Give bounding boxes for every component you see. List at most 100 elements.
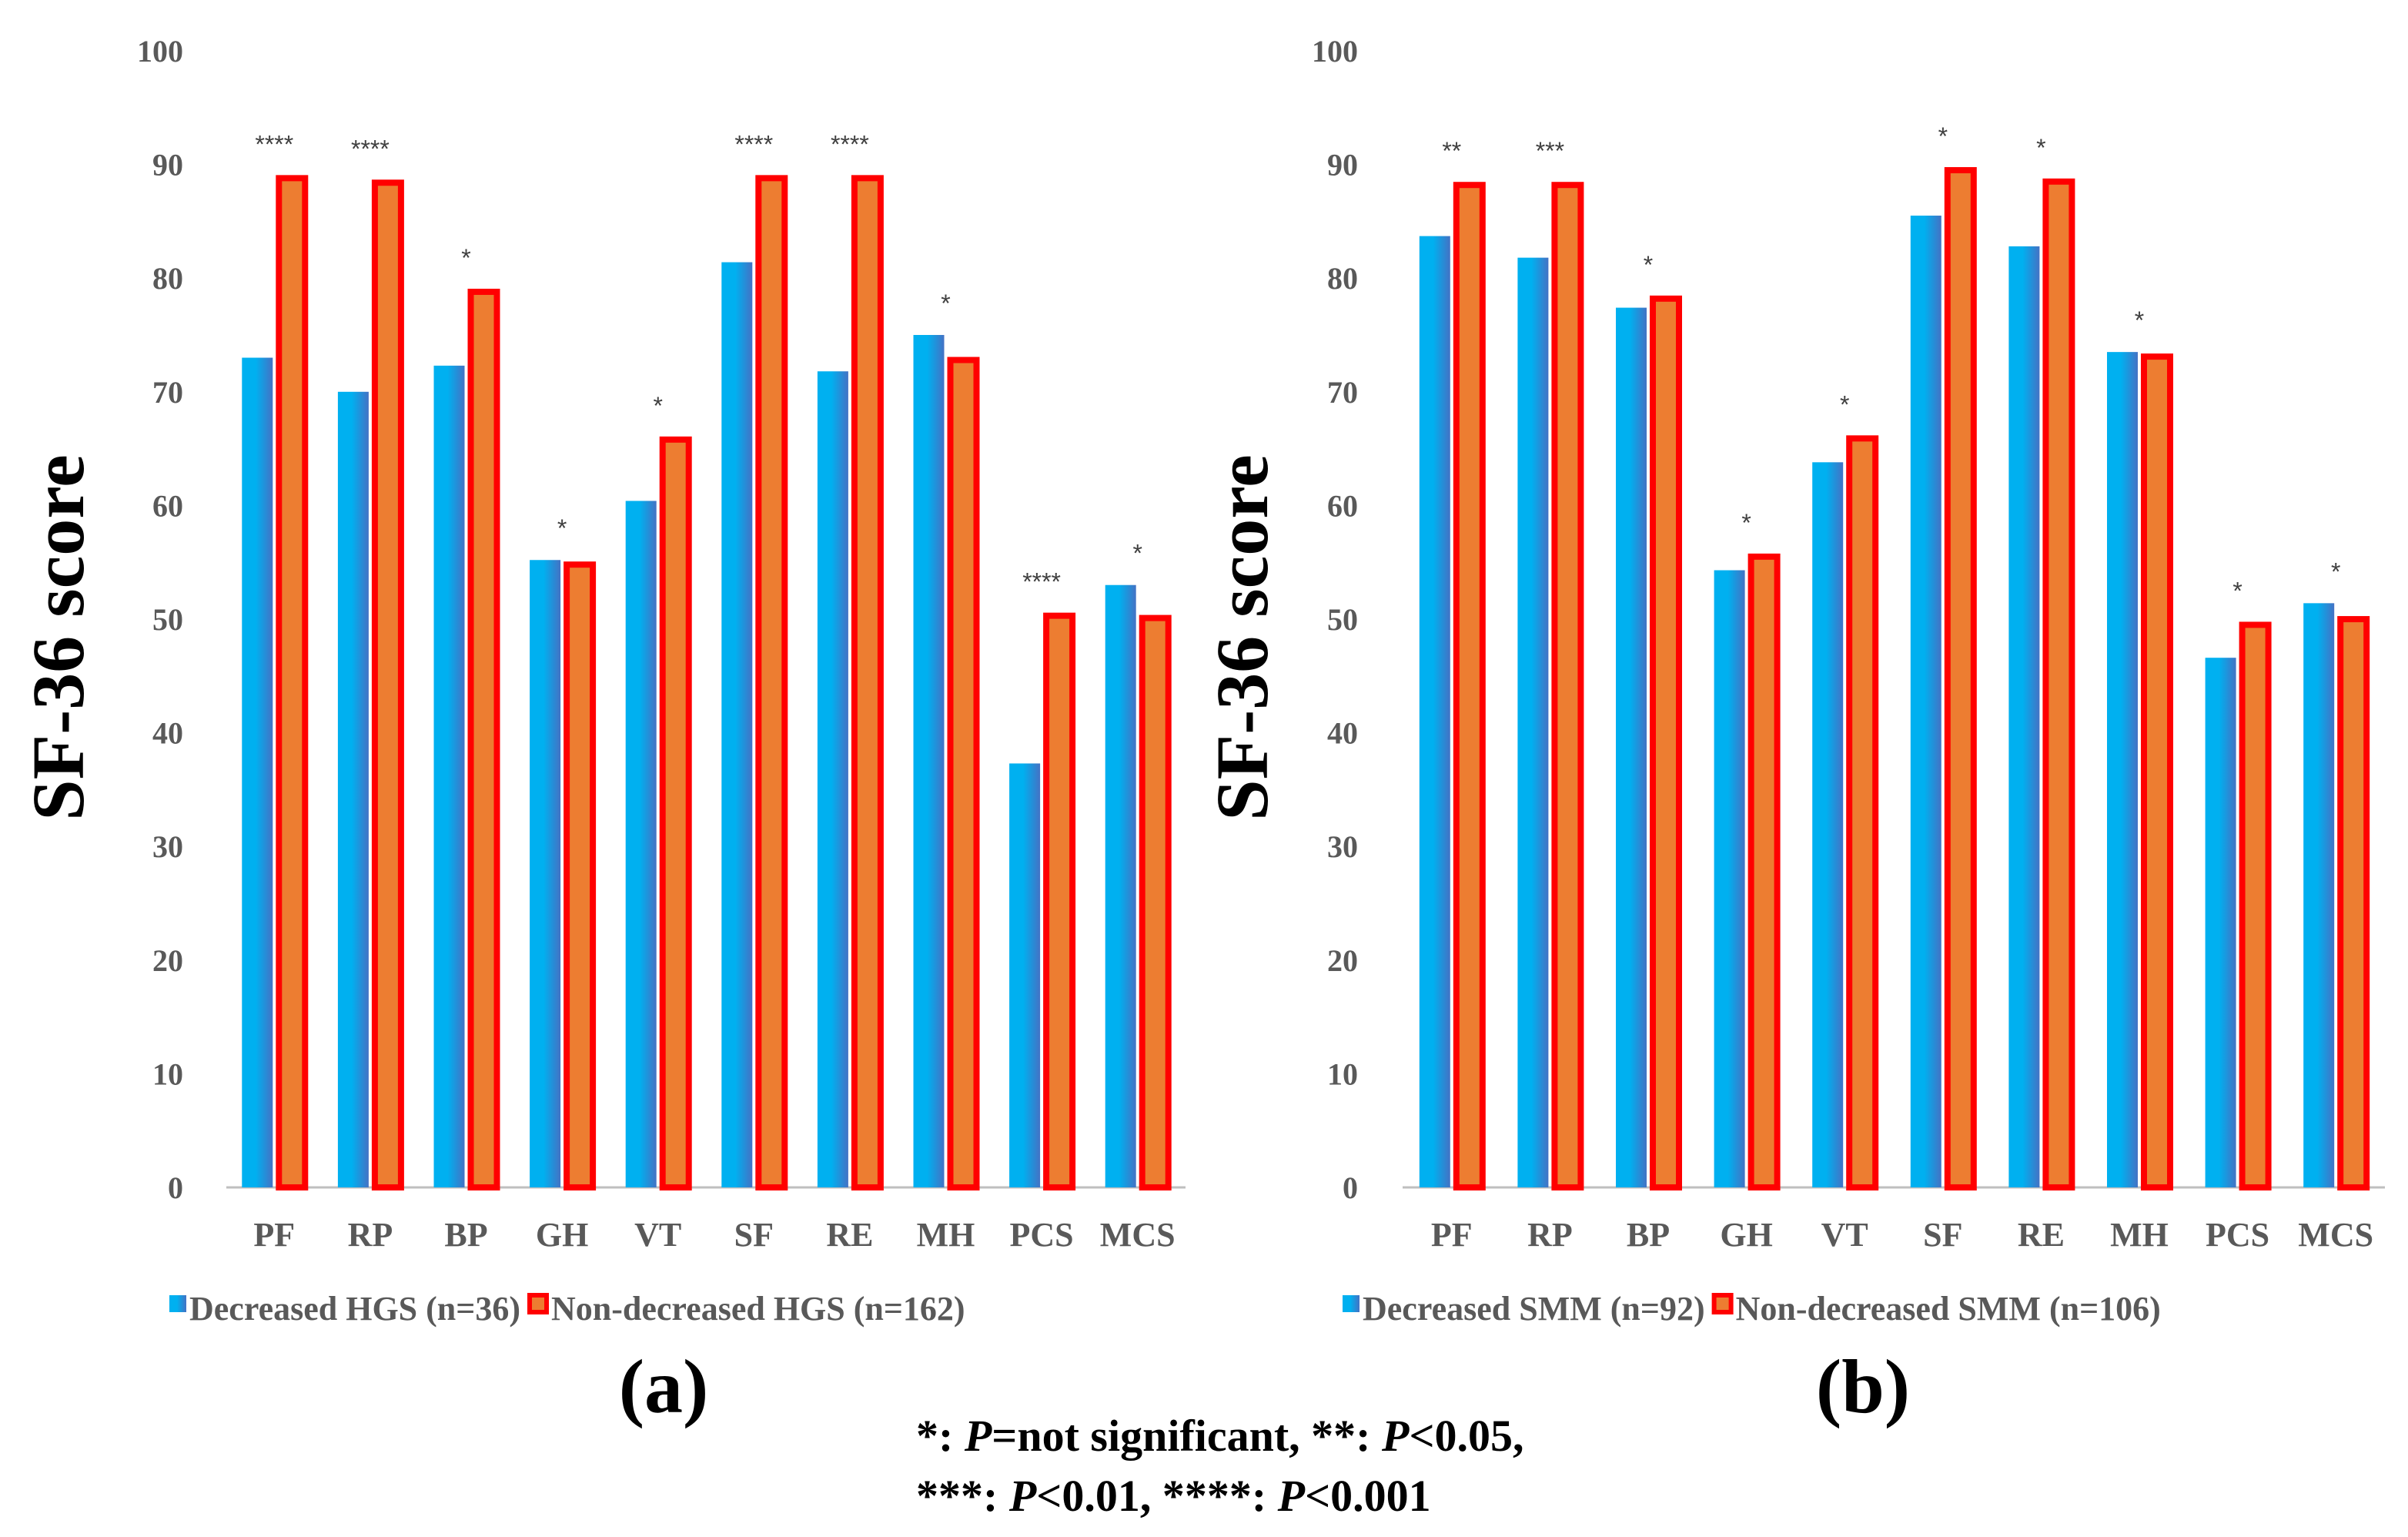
x-tick-label: PF	[253, 1216, 295, 1254]
significance-marker: *	[653, 392, 662, 420]
significance-marker: *	[557, 514, 567, 542]
significance-marker: ****	[351, 135, 390, 162]
significance-marker: *	[461, 244, 470, 272]
x-tick-label: VT	[634, 1216, 681, 1254]
y-tick-label: 90	[152, 148, 183, 182]
bar-bp-nondecreased	[471, 292, 497, 1187]
y-tick-label: 70	[1327, 375, 1358, 410]
bar-rp-nondecreased	[375, 182, 401, 1187]
x-tick-label: SF	[734, 1216, 774, 1254]
significance-marker: ****	[1022, 568, 1061, 596]
y-tick-label: 0	[1343, 1170, 1358, 1205]
y-axis-title: SF-36 score	[1201, 454, 1283, 820]
bar-pf-decreased	[242, 358, 273, 1187]
legend: Decreased SMM (n=92) Non-decreased SMM (n…	[1343, 1290, 2161, 1328]
x-tick-label: MH	[2110, 1216, 2169, 1254]
significance-marker: ***	[1536, 137, 1564, 165]
bar-pf-decreased	[1420, 236, 1450, 1187]
bar-sf-decreased	[1911, 216, 1941, 1187]
bar-mh-decreased	[2107, 352, 2138, 1187]
bar-pcs-nondecreased	[2242, 625, 2269, 1187]
significance-marker: ****	[831, 130, 869, 158]
y-tick-label: 60	[152, 488, 183, 523]
x-tick-label: GH	[536, 1216, 588, 1254]
bar-bp-decreased	[1616, 308, 1647, 1187]
y-tick-label: 100	[1312, 34, 1358, 69]
significance-marker: *	[941, 290, 950, 317]
x-tick-label: BP	[444, 1216, 487, 1254]
legend-swatch-nondecreased	[530, 1295, 547, 1312]
y-tick-label: 20	[1327, 943, 1358, 978]
bar-pf-nondecreased	[1457, 185, 1483, 1187]
y-tick-label: 10	[1327, 1056, 1358, 1091]
bar-mcs-decreased	[2303, 603, 2334, 1187]
significance-marker: **	[1442, 137, 1461, 165]
y-tick-label: 70	[152, 375, 183, 410]
bar-sf-nondecreased	[758, 178, 784, 1187]
x-tick-label: PCS	[2206, 1216, 2269, 1254]
x-tick-label: BP	[1627, 1216, 1670, 1254]
bar-re-nondecreased	[855, 178, 881, 1187]
y-tick-label: 80	[1327, 261, 1358, 296]
significance-marker: *	[1840, 390, 1849, 418]
y-tick-label: 0	[168, 1170, 183, 1205]
legend: Decreased HGS (n=36) Non-decreased HGS (n…	[169, 1290, 965, 1328]
legend-label-nondecreased: Non-decreased HGS (n=162)	[551, 1290, 965, 1328]
y-tick-label: 10	[152, 1056, 183, 1091]
y-tick-label: 30	[1327, 829, 1358, 864]
bar-gh-decreased	[530, 560, 560, 1187]
y-tick-label: 50	[1327, 602, 1358, 637]
y-axis-title: SF-36 score	[17, 454, 99, 820]
significance-marker: *	[1644, 251, 1653, 279]
bar-pcs-decreased	[1009, 763, 1040, 1187]
bar-vt-nondecreased	[1849, 438, 1875, 1187]
bar-vt-decreased	[626, 501, 657, 1187]
y-tick-label: 60	[1327, 488, 1358, 523]
bar-vt-decreased	[1812, 462, 1843, 1187]
bar-pf-nondecreased	[279, 178, 305, 1187]
x-tick-label: VT	[1821, 1216, 1868, 1254]
legend-swatch-decreased	[169, 1295, 186, 1312]
bar-mh-nondecreased	[951, 360, 977, 1187]
legend-label-decreased: Decreased HGS (n=36)	[189, 1290, 520, 1328]
bar-mcs-nondecreased	[1142, 618, 1169, 1187]
x-tick-label: MH	[917, 1216, 975, 1254]
y-tick-label: 40	[1327, 716, 1358, 751]
bar-re-nondecreased	[2045, 182, 2072, 1187]
panel-label: (b)	[1816, 1344, 1910, 1429]
footnote-line-1: *: P=not significant, **: P<0.05,	[916, 1411, 1524, 1461]
significance-marker: *	[1741, 509, 1751, 537]
bar-mh-decreased	[914, 335, 945, 1187]
bar-pcs-nondecreased	[1046, 616, 1072, 1187]
y-tick-label: 50	[152, 602, 183, 637]
bar-rp-nondecreased	[1554, 185, 1580, 1187]
legend-label-decreased: Decreased SMM (n=92)	[1363, 1290, 1705, 1328]
x-tick-label: RE	[826, 1216, 873, 1254]
x-tick-label: MCS	[2298, 1216, 2373, 1254]
significance-marker: ****	[255, 130, 293, 158]
x-tick-label: MCS	[1100, 1216, 1176, 1254]
significance-marker: *	[1132, 540, 1142, 568]
significance-marker: *	[2331, 558, 2340, 585]
x-tick-label: PF	[1431, 1216, 1473, 1254]
figure: 0102030405060708090100SF-36 score****PF*…	[0, 0, 2408, 1537]
y-tick-label: 40	[152, 716, 183, 751]
bar-sf-nondecreased	[1948, 170, 1974, 1187]
y-tick-label: 80	[152, 261, 183, 296]
x-tick-label: GH	[1720, 1216, 1772, 1254]
bar-gh-decreased	[1714, 571, 1745, 1187]
bar-gh-nondecreased	[1751, 557, 1778, 1187]
bar-bp-decreased	[434, 366, 465, 1187]
significance-marker: *	[2135, 306, 2144, 334]
bar-re-decreased	[818, 371, 848, 1187]
x-tick-label: SF	[1923, 1216, 1962, 1254]
y-tick-label: 90	[1327, 148, 1358, 182]
y-tick-label: 100	[137, 34, 183, 69]
bar-rp-decreased	[1517, 258, 1548, 1187]
bar-sf-decreased	[721, 263, 752, 1187]
legend-swatch-nondecreased	[1714, 1295, 1731, 1312]
footnote-line-2: ***: P<0.01, ****: P<0.001	[916, 1471, 1431, 1521]
bar-mcs-decreased	[1105, 585, 1136, 1187]
